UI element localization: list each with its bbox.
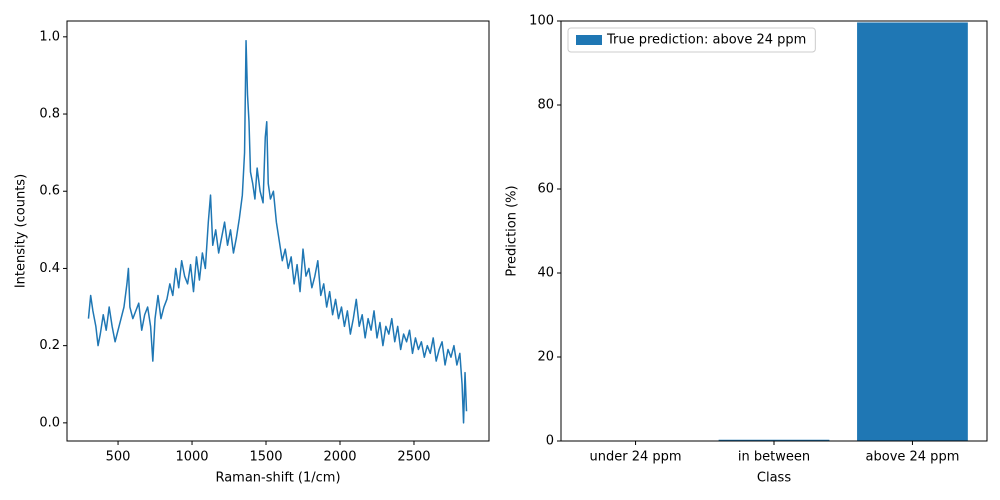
y-tick-label: 60: [537, 182, 554, 197]
x-tick-label: 2000: [323, 450, 356, 465]
x-axis-label: Class: [757, 471, 791, 486]
data-line: [87, 39, 468, 424]
x-tick-label: 500: [106, 450, 131, 465]
x-tick-label: 2500: [397, 450, 430, 465]
x-tick-label: in between: [738, 450, 810, 465]
bar: [857, 22, 968, 441]
x-tick-label: above 24 ppm: [866, 450, 960, 465]
y-tick-label: 80: [537, 98, 554, 113]
y-tick-label: 40: [537, 266, 554, 281]
y-tick-label: 0: [546, 434, 554, 449]
bar: [718, 439, 830, 441]
x-tick-label: under 24 ppm: [590, 450, 682, 465]
y-tick-label: 0.2: [39, 338, 60, 353]
y-tick-label: 20: [537, 350, 554, 365]
x-tick-label: 1500: [249, 450, 282, 465]
x-tick-label: 1000: [175, 450, 208, 465]
y-tick-label: 0.0: [39, 415, 60, 430]
y-tick-label: 0.8: [39, 107, 60, 122]
y-tick-label: 0.6: [39, 184, 60, 199]
legend-frame: [567, 27, 816, 53]
y-tick-label: 100: [529, 14, 554, 29]
legend: True prediction: above 24 ppm: [567, 27, 816, 53]
y-tick-label: 1.0: [39, 29, 60, 44]
legend-swatch: [576, 35, 602, 45]
y-axis-label: Intensity (counts): [14, 174, 29, 288]
axes-frame: [66, 20, 490, 442]
legend-label: True prediction: above 24 ppm: [606, 33, 806, 48]
x-axis-label: Raman-shift (1/cm): [215, 471, 340, 486]
y-tick-label: 0.4: [39, 261, 60, 276]
y-axis-label: Prediction (%): [505, 185, 520, 276]
axes-frame: [560, 20, 988, 442]
